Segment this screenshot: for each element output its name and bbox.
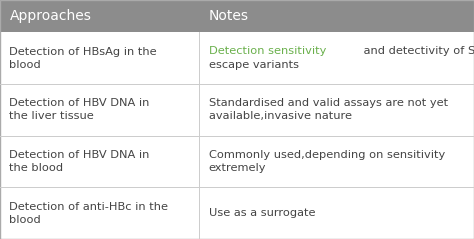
Text: Standardised and valid assays are not yet
available,invasive nature: Standardised and valid assays are not ye… [209,98,447,121]
Text: Detection of HBV DNA in
the liver tissue: Detection of HBV DNA in the liver tissue [9,98,150,121]
Text: Detection of HBsAg in the
blood: Detection of HBsAg in the blood [9,47,157,70]
Text: Approaches: Approaches [9,9,91,23]
Text: Detection sensitivity: Detection sensitivity [209,46,326,56]
Text: and detectivity of S-: and detectivity of S- [360,46,474,56]
Text: Detection of anti-HBc in the
blood: Detection of anti-HBc in the blood [9,201,168,225]
FancyBboxPatch shape [0,32,474,84]
FancyBboxPatch shape [0,84,474,136]
Text: escape variants: escape variants [209,60,299,70]
Text: Use as a surrogate: Use as a surrogate [209,208,315,218]
Text: Detection of HBV DNA in
the blood: Detection of HBV DNA in the blood [9,150,150,173]
Text: Notes: Notes [209,9,248,23]
Text: Commonly used,depending on sensitivity
extremely: Commonly used,depending on sensitivity e… [209,150,445,173]
FancyBboxPatch shape [0,0,474,32]
FancyBboxPatch shape [0,136,474,187]
FancyBboxPatch shape [0,187,474,239]
